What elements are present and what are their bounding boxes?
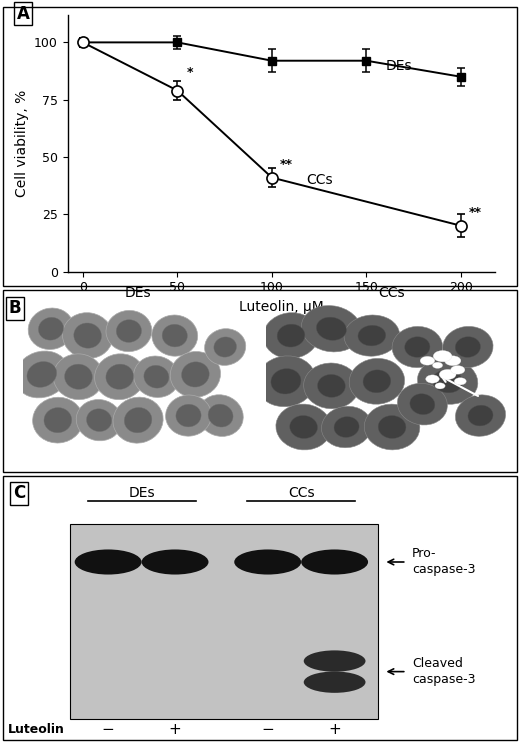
Text: CCs: CCs	[288, 486, 315, 500]
Ellipse shape	[316, 317, 346, 340]
Ellipse shape	[433, 350, 452, 362]
Ellipse shape	[113, 397, 163, 443]
Ellipse shape	[27, 362, 57, 388]
Ellipse shape	[39, 318, 64, 340]
Text: **: **	[468, 206, 481, 219]
Text: +: +	[328, 722, 341, 737]
Ellipse shape	[304, 650, 366, 672]
Ellipse shape	[455, 337, 480, 357]
Text: **: **	[279, 158, 292, 170]
Ellipse shape	[410, 394, 435, 414]
Ellipse shape	[432, 362, 443, 368]
Ellipse shape	[63, 312, 113, 359]
Ellipse shape	[392, 327, 442, 368]
Ellipse shape	[214, 337, 237, 357]
Text: *: *	[187, 66, 193, 79]
Y-axis label: Cell viability, %: Cell viability, %	[15, 89, 29, 197]
Ellipse shape	[144, 365, 169, 388]
Ellipse shape	[65, 364, 92, 389]
Ellipse shape	[15, 351, 69, 398]
Ellipse shape	[133, 356, 179, 397]
Ellipse shape	[432, 370, 463, 393]
Ellipse shape	[301, 550, 368, 574]
Ellipse shape	[116, 320, 142, 342]
Ellipse shape	[358, 325, 386, 346]
Text: +: +	[169, 722, 181, 737]
Ellipse shape	[444, 356, 461, 365]
Ellipse shape	[349, 359, 405, 404]
Ellipse shape	[363, 370, 391, 393]
Ellipse shape	[234, 550, 301, 574]
Text: B: B	[9, 299, 21, 317]
Ellipse shape	[435, 383, 445, 389]
Ellipse shape	[439, 369, 456, 379]
Ellipse shape	[106, 310, 152, 352]
Ellipse shape	[455, 395, 505, 436]
Ellipse shape	[378, 416, 406, 438]
Ellipse shape	[33, 397, 83, 443]
Bar	[69, 524, 378, 719]
Ellipse shape	[53, 354, 104, 400]
Ellipse shape	[95, 354, 145, 400]
Text: DEs: DEs	[128, 486, 155, 500]
Ellipse shape	[208, 404, 233, 427]
Ellipse shape	[28, 308, 74, 350]
Text: Luteolin: Luteolin	[8, 723, 65, 737]
Text: DEs: DEs	[386, 59, 412, 73]
Ellipse shape	[276, 404, 331, 450]
Ellipse shape	[443, 327, 493, 368]
Text: CCs: CCs	[306, 173, 332, 187]
Ellipse shape	[304, 363, 359, 408]
Ellipse shape	[426, 375, 439, 383]
Ellipse shape	[74, 323, 102, 348]
Ellipse shape	[125, 408, 152, 433]
Ellipse shape	[44, 408, 72, 433]
Ellipse shape	[468, 405, 493, 426]
Ellipse shape	[106, 364, 133, 389]
Ellipse shape	[263, 312, 319, 359]
Ellipse shape	[162, 324, 188, 347]
Ellipse shape	[321, 406, 371, 448]
Ellipse shape	[256, 356, 316, 407]
Ellipse shape	[166, 395, 212, 436]
Ellipse shape	[304, 672, 366, 693]
Text: Pro-
caspase-3: Pro- caspase-3	[412, 548, 475, 577]
Ellipse shape	[398, 383, 448, 425]
Ellipse shape	[301, 306, 362, 352]
Ellipse shape	[451, 365, 465, 374]
Ellipse shape	[176, 404, 201, 427]
Title: DEs: DEs	[125, 286, 152, 300]
X-axis label: Luteolin, μM: Luteolin, μM	[239, 300, 324, 314]
Ellipse shape	[86, 408, 111, 432]
Ellipse shape	[76, 400, 122, 440]
Ellipse shape	[317, 374, 345, 397]
Ellipse shape	[454, 378, 466, 385]
Title: CCs: CCs	[379, 286, 405, 300]
Ellipse shape	[334, 417, 359, 437]
Ellipse shape	[75, 550, 142, 574]
Text: −: −	[262, 722, 274, 737]
Ellipse shape	[417, 359, 478, 404]
Ellipse shape	[290, 416, 317, 438]
Text: −: −	[102, 722, 115, 737]
Ellipse shape	[142, 550, 208, 574]
Ellipse shape	[405, 337, 430, 357]
Ellipse shape	[205, 329, 246, 365]
Text: Cleaved
caspase-3: Cleaved caspase-3	[412, 657, 475, 686]
Ellipse shape	[271, 368, 301, 394]
Ellipse shape	[181, 362, 209, 387]
Ellipse shape	[170, 351, 220, 397]
Ellipse shape	[198, 395, 243, 437]
Text: A: A	[17, 4, 29, 22]
Ellipse shape	[364, 404, 420, 450]
Ellipse shape	[420, 356, 435, 365]
Ellipse shape	[344, 315, 400, 356]
Ellipse shape	[152, 315, 197, 356]
Text: C: C	[13, 484, 25, 502]
Ellipse shape	[277, 324, 305, 347]
